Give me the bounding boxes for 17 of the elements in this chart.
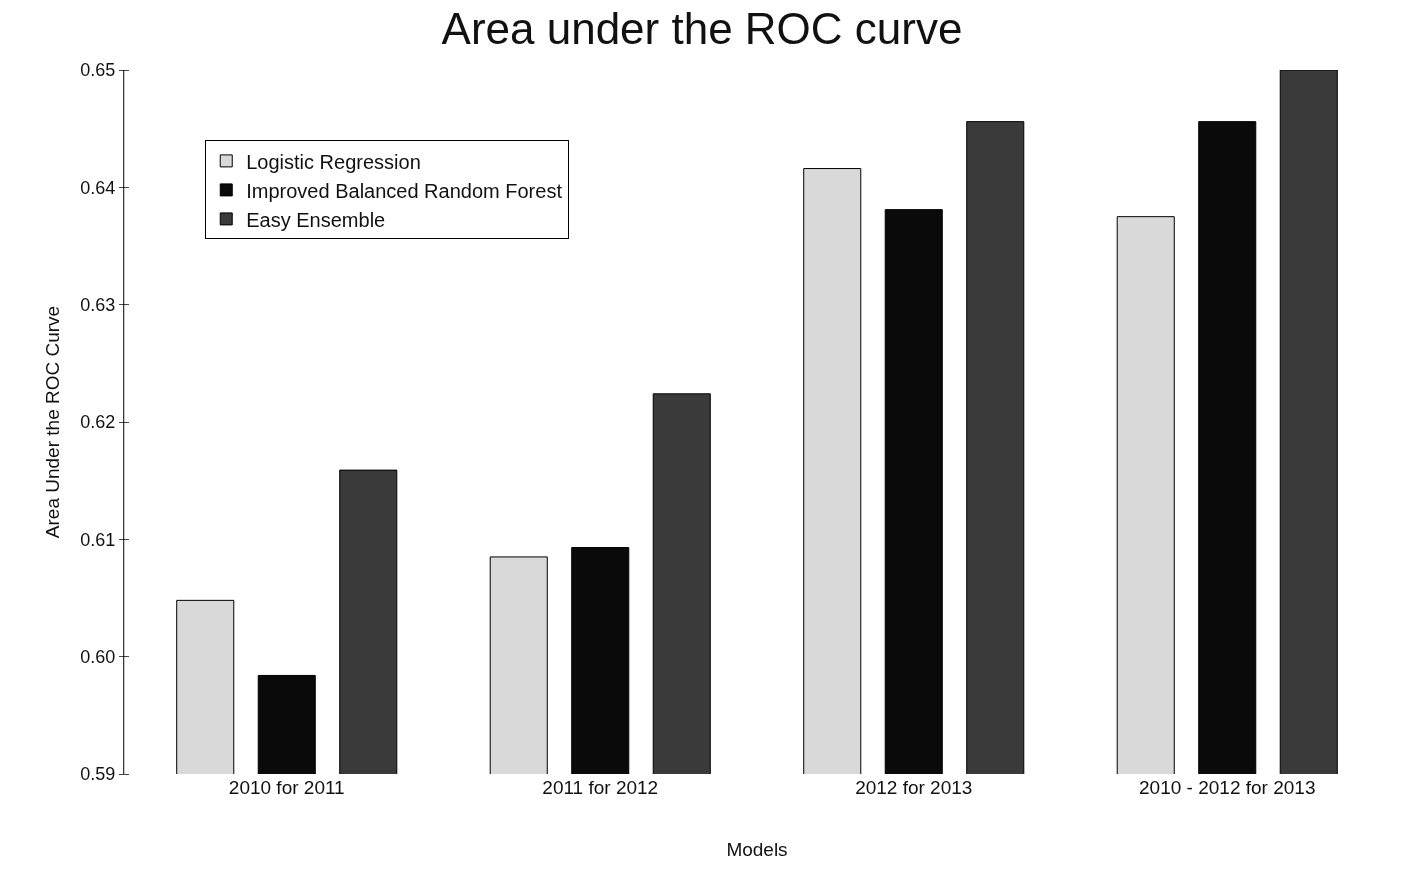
x-tick-label: 2010 for 2011 — [228, 777, 345, 798]
x-tick-label: 2010 - 2012 for 2013 — [1139, 777, 1316, 798]
y-tick-label: 0.60 — [80, 646, 116, 667]
y-axis-title: Area Under the ROC Curve — [42, 305, 64, 539]
legend-label: Easy Ensemble — [246, 208, 386, 231]
y-tick-label: 0.64 — [80, 177, 116, 198]
y-tick-label: 0.62 — [80, 412, 116, 433]
x-tick-label: 2011 for 2012 — [542, 777, 659, 798]
legend-label: Improved Balanced Random Forest — [246, 179, 563, 202]
chart-title: Area under the ROC curve — [441, 4, 963, 54]
y-tick-label: 0.59 — [80, 764, 116, 785]
y-tick-label: 0.61 — [80, 529, 116, 550]
y-tick-label: 0.63 — [80, 294, 116, 315]
x-axis-title: Models — [726, 838, 788, 860]
x-tick-label: 2012 for 2013 — [855, 777, 973, 798]
y-tick-label: 0.65 — [80, 60, 116, 81]
legend-label: Logistic Regression — [246, 150, 421, 173]
